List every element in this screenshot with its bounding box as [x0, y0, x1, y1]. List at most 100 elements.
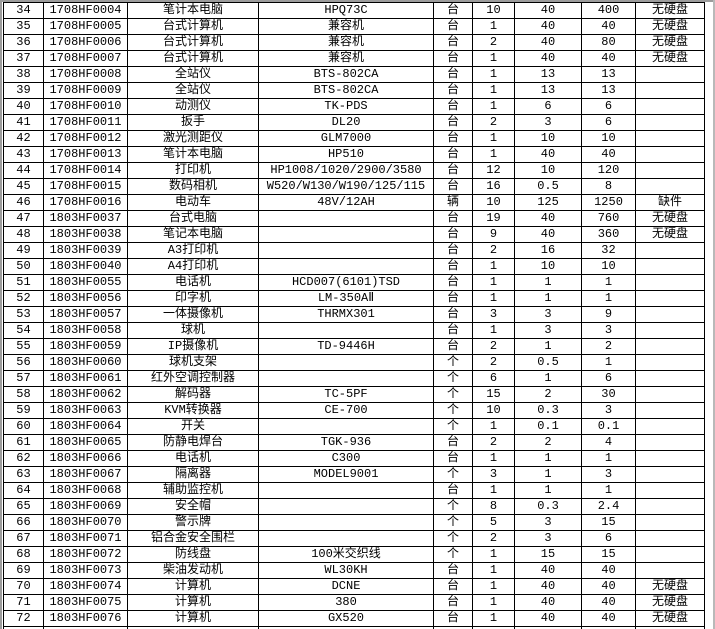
cell-unit[interactable]: 个	[433, 402, 473, 419]
cell-row-number[interactable]: 72	[3, 610, 44, 627]
cell-model-spec[interactable]: TC-5PF	[258, 386, 434, 403]
cell-remark[interactable]	[635, 418, 705, 435]
cell-remark[interactable]	[635, 146, 705, 163]
cell-asset-id[interactable]: 1803HF0056	[43, 290, 128, 307]
cell-row-number[interactable]: 36	[3, 34, 44, 51]
cell-total-price[interactable]: 1	[581, 482, 636, 499]
cell-asset-id[interactable]: 1803HF0068	[43, 482, 128, 499]
cell-unit[interactable]: 台	[433, 82, 473, 99]
cell-unit-price[interactable]: 1	[514, 274, 582, 291]
cell-quantity[interactable]: 10	[472, 2, 515, 19]
cell-unit-price[interactable]: 40	[514, 50, 582, 67]
cell-model-spec[interactable]: GX520	[258, 610, 434, 627]
cell-quantity[interactable]: 1	[472, 82, 515, 99]
cell-model-spec[interactable]: 兼容机	[258, 34, 434, 51]
cell-asset-id[interactable]: 1803HF0039	[43, 242, 128, 259]
cell-row-number[interactable]: 65	[3, 498, 44, 515]
cell-item-name[interactable]: 笔计本电脑	[127, 146, 259, 163]
cell-row-number[interactable]: 50	[3, 258, 44, 275]
cell-asset-id[interactable]: 1803HF0072	[43, 546, 128, 563]
cell-quantity[interactable]: 1	[472, 98, 515, 115]
cell-quantity[interactable]: 1	[472, 18, 515, 35]
cell-unit[interactable]: 台	[433, 562, 473, 579]
cell-total-price[interactable]: 6	[581, 530, 636, 547]
cell-model-spec[interactable]: 48V/12AH	[258, 194, 434, 211]
cell-total-price[interactable]: 1	[581, 290, 636, 307]
cell-unit[interactable]: 个	[433, 530, 473, 547]
cell-total-price[interactable]: 40	[581, 18, 636, 35]
cell-total-price[interactable]: 40	[581, 610, 636, 627]
cell-model-spec[interactable]: CE-700	[258, 402, 434, 419]
cell-asset-id[interactable]: 1708HF0013	[43, 146, 128, 163]
cell-unit-price[interactable]: 0.5	[514, 354, 582, 371]
cell-row-number[interactable]: 68	[3, 546, 44, 563]
cell-total-price[interactable]: 80	[581, 34, 636, 51]
cell-unit[interactable]: 个	[433, 386, 473, 403]
cell-quantity[interactable]: 2	[472, 34, 515, 51]
cell-unit[interactable]: 台	[433, 242, 473, 259]
cell-asset-id[interactable]: 1803HF0065	[43, 434, 128, 451]
cell-remark[interactable]: 无硬盘	[635, 2, 705, 19]
cell-unit[interactable]: 台	[433, 594, 473, 611]
cell-total-price[interactable]: 13	[581, 66, 636, 83]
cell-quantity[interactable]: 1	[472, 562, 515, 579]
cell-quantity[interactable]: 15	[472, 386, 515, 403]
cell-quantity[interactable]: 1	[472, 482, 515, 499]
cell-remark[interactable]	[635, 402, 705, 419]
cell-unit-price[interactable]: 40	[514, 562, 582, 579]
cell-quantity[interactable]: 1	[472, 322, 515, 339]
cell-remark[interactable]	[635, 482, 705, 499]
cell-model-spec[interactable]	[258, 322, 434, 339]
cell-unit-price[interactable]: 10	[514, 162, 582, 179]
cell-item-name[interactable]: 台式电脑	[127, 210, 259, 227]
cell-asset-id[interactable]: 1803HF0067	[43, 466, 128, 483]
cell-asset-id[interactable]: 1803HF0058	[43, 322, 128, 339]
cell-unit-price[interactable]: 1	[514, 482, 582, 499]
cell-unit[interactable]: 台	[433, 18, 473, 35]
cell-item-name[interactable]: 隔离器	[127, 466, 259, 483]
cell-unit-price[interactable]: 1	[514, 370, 582, 387]
cell-quantity[interactable]: 1	[472, 66, 515, 83]
cell-unit[interactable]: 台	[433, 258, 473, 275]
cell-unit-price[interactable]: 0.3	[514, 402, 582, 419]
cell-item-name[interactable]: 电动车	[127, 194, 259, 211]
cell-model-spec[interactable]	[258, 530, 434, 547]
cell-unit[interactable]: 个	[433, 498, 473, 515]
cell-total-price[interactable]: 360	[581, 226, 636, 243]
cell-total-price[interactable]: 30	[581, 386, 636, 403]
cell-item-name[interactable]: 电话机	[127, 274, 259, 291]
cell-row-number[interactable]: 45	[3, 178, 44, 195]
cell-unit-price[interactable]: 15	[514, 546, 582, 563]
cell-unit-price[interactable]: 3	[514, 530, 582, 547]
cell-unit[interactable]: 台	[433, 338, 473, 355]
cell-quantity[interactable]: 10	[472, 194, 515, 211]
cell-asset-id[interactable]: 1803HF0066	[43, 450, 128, 467]
cell-quantity[interactable]: 12	[472, 162, 515, 179]
cell-unit-price[interactable]: 3	[514, 514, 582, 531]
cell-remark[interactable]	[635, 274, 705, 291]
cell-item-name[interactable]: 笔记本电脑	[127, 226, 259, 243]
cell-unit-price[interactable]: 1	[514, 466, 582, 483]
cell-total-price[interactable]: 1	[581, 354, 636, 371]
cell-total-price[interactable]: 1250	[581, 194, 636, 211]
cell-remark[interactable]	[635, 338, 705, 355]
cell-model-spec[interactable]: BTS-802CA	[258, 66, 434, 83]
cell-total-price[interactable]: 40	[581, 146, 636, 163]
cell-unit[interactable]: 个	[433, 370, 473, 387]
cell-asset-id[interactable]: 1803HF0075	[43, 594, 128, 611]
cell-row-number[interactable]: 43	[3, 146, 44, 163]
cell-unit[interactable]: 台	[433, 146, 473, 163]
cell-row-number[interactable]: 38	[3, 66, 44, 83]
cell-unit[interactable]: 台	[433, 450, 473, 467]
cell-total-price[interactable]: 6	[581, 370, 636, 387]
cell-model-spec[interactable]: 100米交织线	[258, 546, 434, 563]
cell-unit-price[interactable]: 40	[514, 210, 582, 227]
cell-total-price[interactable]: 120	[581, 162, 636, 179]
cell-row-number[interactable]: 60	[3, 418, 44, 435]
cell-unit[interactable]: 个	[433, 466, 473, 483]
cell-unit-price[interactable]: 40	[514, 34, 582, 51]
cell-total-price[interactable]: 10	[581, 130, 636, 147]
cell-quantity[interactable]: 1	[472, 418, 515, 435]
cell-item-name[interactable]: 防线盘	[127, 546, 259, 563]
cell-unit[interactable]: 台	[433, 578, 473, 595]
